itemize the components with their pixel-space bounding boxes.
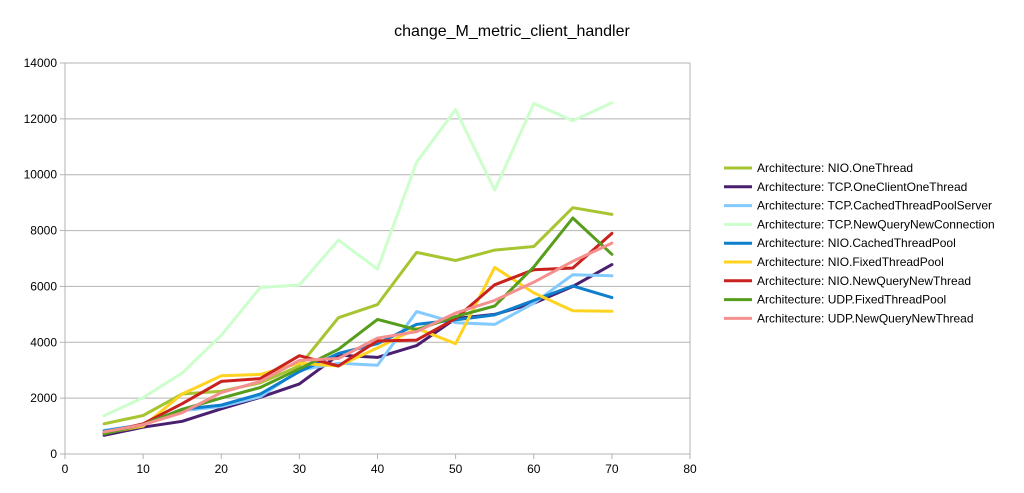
x-tick-label: 70 (605, 462, 619, 476)
y-tick-label: 2000 (30, 391, 57, 405)
legend-label: Architecture: NIO.OneThread (757, 161, 913, 175)
legend-label: Architecture: UDP.FixedThreadPool (757, 293, 946, 307)
series-line-6 (102, 265, 614, 435)
legend-label: Architecture: NIO.NewQueryNewThread (757, 274, 971, 288)
chart-title: change_M_metric_client_handler (394, 23, 630, 40)
x-tick-label: 0 (62, 462, 69, 476)
x-tick-label: 40 (371, 462, 385, 476)
y-tick-label: 8000 (30, 224, 57, 238)
legend-label: Architecture: NIO.CachedThreadPool (757, 236, 956, 250)
legend-label: Architecture: TCP.NewQueryNewConnection (757, 217, 995, 231)
grid-lines (65, 62, 691, 455)
y-tick-label: 4000 (30, 335, 57, 349)
y-tick-label: 0 (50, 447, 57, 461)
legend-label: Architecture: UDP.NewQueryNewThread (757, 311, 974, 325)
x-tick-label: 10 (136, 462, 150, 476)
y-tick-label: 10000 (24, 168, 58, 182)
x-tick-label: 50 (449, 462, 463, 476)
legend-label: Architecture: NIO.FixedThreadPool (757, 255, 944, 269)
x-tick-label: 30 (293, 462, 307, 476)
series-lines (102, 101, 614, 437)
x-tick-label: 80 (683, 462, 697, 476)
series-line-8 (102, 216, 614, 436)
x-tick-label: 60 (527, 462, 541, 476)
legend: Architecture: NIO.OneThread Architecture:… (724, 161, 995, 325)
legend-label: Architecture: TCP.CachedThreadPoolServer (757, 199, 992, 213)
y-tick-label: 6000 (30, 279, 57, 293)
series-line-1 (102, 206, 614, 426)
y-tick-label: 12000 (24, 112, 58, 126)
y-tick-label: 14000 (24, 56, 58, 70)
legend-label: Architecture: TCP.OneClientOneThread (757, 180, 967, 194)
x-tick-label: 20 (215, 462, 229, 476)
axes: 0 2000 4000 6000 8000 10000 12000 14000 0 10 20 30 4… (24, 56, 697, 476)
series-line-9 (102, 241, 614, 434)
series-line-4 (102, 101, 614, 418)
